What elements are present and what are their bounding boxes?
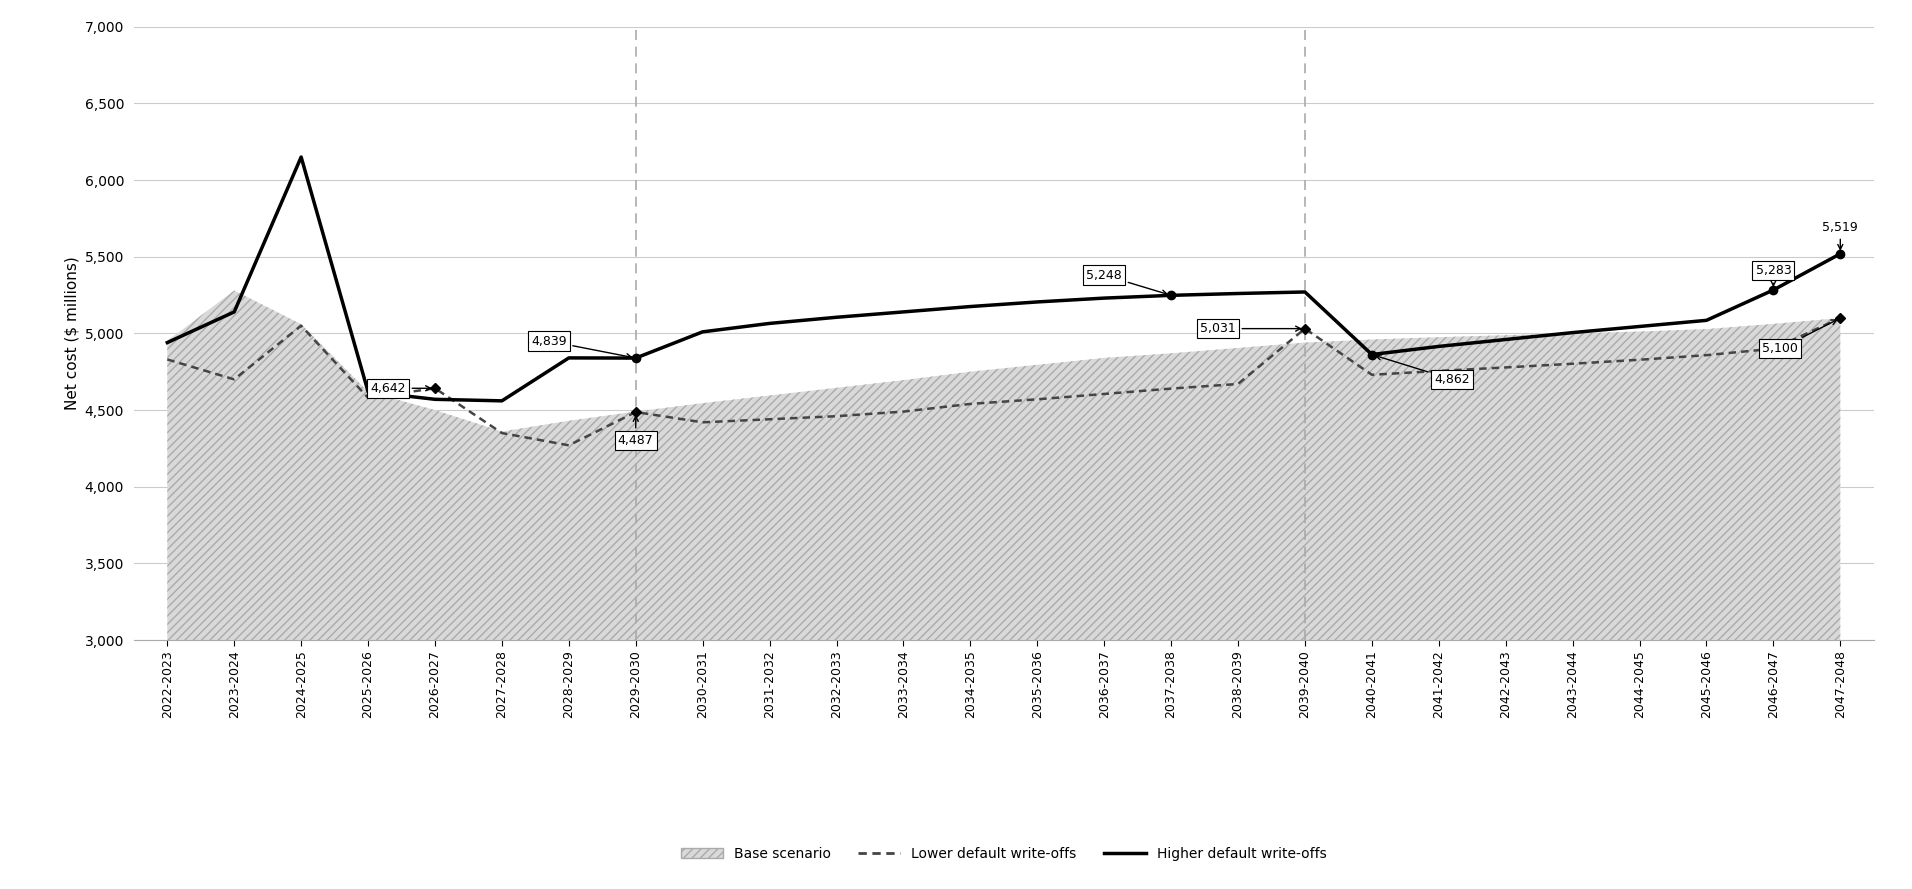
Lower default write-offs bbox=[623, 406, 646, 417]
Higher default write-offs bbox=[1094, 292, 1117, 303]
Text: 4,642: 4,642 bbox=[371, 381, 430, 395]
Lower default write-offs bbox=[1627, 355, 1650, 365]
Lower default write-offs bbox=[289, 320, 312, 331]
Higher default write-offs bbox=[1828, 248, 1851, 259]
Higher default write-offs bbox=[1159, 290, 1182, 300]
Text: 5,031: 5,031 bbox=[1201, 322, 1300, 335]
Higher default write-offs bbox=[1694, 315, 1717, 325]
Higher default write-offs bbox=[623, 353, 646, 364]
Higher default write-offs bbox=[692, 326, 715, 337]
Line: Higher default write-offs: Higher default write-offs bbox=[168, 157, 1839, 401]
Lower default write-offs bbox=[824, 411, 847, 421]
Line: Lower default write-offs: Lower default write-offs bbox=[168, 318, 1839, 445]
Higher default write-offs bbox=[1359, 349, 1382, 360]
Higher default write-offs bbox=[356, 387, 379, 397]
Text: 5,519: 5,519 bbox=[1822, 220, 1858, 250]
Higher default write-offs bbox=[1228, 288, 1250, 299]
Higher default write-offs bbox=[556, 353, 579, 364]
Text: 4,839: 4,839 bbox=[532, 334, 631, 359]
Lower default write-offs bbox=[1560, 358, 1583, 369]
Higher default write-offs bbox=[155, 337, 180, 348]
Lower default write-offs bbox=[958, 398, 983, 409]
Legend: Base scenario, Lower default write-offs, Higher default write-offs: Base scenario, Lower default write-offs,… bbox=[675, 841, 1333, 866]
Text: 4,862: 4,862 bbox=[1377, 355, 1470, 386]
Lower default write-offs bbox=[423, 383, 445, 394]
Higher default write-offs bbox=[1627, 321, 1650, 332]
Higher default write-offs bbox=[423, 394, 445, 404]
Higher default write-offs bbox=[222, 307, 245, 317]
Lower default write-offs bbox=[757, 414, 780, 425]
Lower default write-offs bbox=[1094, 388, 1117, 399]
Higher default write-offs bbox=[1761, 284, 1784, 295]
Lower default write-offs bbox=[155, 354, 180, 364]
Lower default write-offs bbox=[1495, 362, 1518, 372]
Higher default write-offs bbox=[1495, 334, 1518, 345]
Lower default write-offs bbox=[1761, 343, 1784, 354]
Lower default write-offs bbox=[1228, 379, 1250, 389]
Higher default write-offs bbox=[489, 396, 512, 406]
Higher default write-offs bbox=[958, 301, 983, 312]
Y-axis label: Net cost ($ millions): Net cost ($ millions) bbox=[65, 257, 78, 410]
Lower default write-offs bbox=[1359, 370, 1382, 380]
Lower default write-offs bbox=[556, 440, 579, 451]
Lower default write-offs bbox=[1426, 365, 1449, 376]
Higher default write-offs bbox=[1293, 286, 1315, 297]
Higher default write-offs bbox=[824, 312, 847, 323]
Lower default write-offs bbox=[489, 428, 512, 438]
Lower default write-offs bbox=[1159, 383, 1182, 394]
Lower default write-offs bbox=[1293, 324, 1315, 334]
Higher default write-offs bbox=[891, 307, 914, 317]
Lower default write-offs bbox=[692, 417, 715, 428]
Lower default write-offs bbox=[1694, 349, 1717, 360]
Lower default write-offs bbox=[891, 406, 914, 417]
Text: 5,100: 5,100 bbox=[1763, 320, 1836, 356]
Higher default write-offs bbox=[289, 152, 312, 163]
Lower default write-offs bbox=[356, 392, 379, 403]
Text: 5,248: 5,248 bbox=[1086, 268, 1166, 295]
Higher default write-offs bbox=[1426, 341, 1449, 352]
Text: 4,487: 4,487 bbox=[618, 416, 654, 447]
Higher default write-offs bbox=[1560, 327, 1583, 338]
Higher default write-offs bbox=[1025, 297, 1048, 308]
Text: 5,283: 5,283 bbox=[1755, 264, 1792, 285]
Lower default write-offs bbox=[1828, 313, 1851, 324]
Higher default write-offs bbox=[757, 318, 780, 329]
Lower default write-offs bbox=[1025, 394, 1048, 404]
Lower default write-offs bbox=[222, 374, 245, 385]
